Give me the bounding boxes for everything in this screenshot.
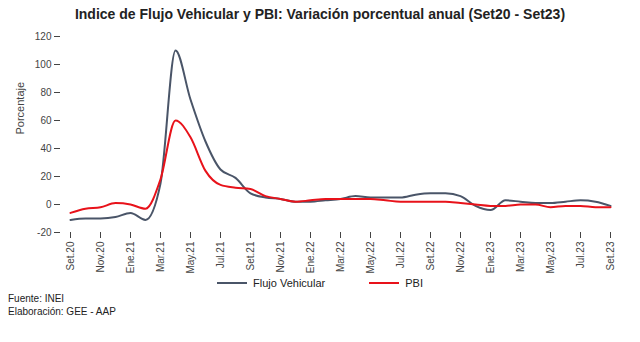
svg-text:May.23: May.23 [545,241,556,273]
svg-text:Nov.21: Nov.21 [275,241,286,272]
svg-text:Porcentaje: Porcentaje [14,82,26,135]
svg-text:Mar.23: Mar.23 [515,241,526,272]
svg-text:Set.22: Set.22 [425,241,436,270]
svg-text:120: 120 [35,31,52,42]
html-text:Elaboración: GEE - AAP: Elaboración: GEE - AAP [8,306,116,317]
svg-text:May.22: May.22 [365,241,376,273]
svg-text:Nov.20: Nov.20 [95,241,106,272]
svg-text:Jul.23: Jul.23 [575,241,586,268]
svg-text:Ene.22: Ene.22 [305,241,316,273]
svg-text:Ene.23: Ene.23 [485,241,496,273]
html-text:Flujo Vehicular: Flujo Vehicular [253,277,326,289]
svg-text:May.21: May.21 [185,241,196,273]
svg-text:-20: -20 [37,227,52,238]
svg-text:Mar.21: Mar.21 [155,241,166,272]
svg-text:100: 100 [35,59,52,70]
svg-text:Ene.21: Ene.21 [125,241,136,273]
svg-text:Jul.21: Jul.21 [215,241,226,268]
svg-text:40: 40 [40,143,52,154]
svg-text:Set.23: Set.23 [605,241,616,270]
svg-text:20: 20 [40,171,52,182]
html-text:Indice de Flujo Vehicular y PB: Indice de Flujo Vehicular y PBI: Variaci… [74,6,566,22]
svg-text:60: 60 [40,115,52,126]
svg-text:0: 0 [46,199,52,210]
html-text:Fuente: INEI: Fuente: INEI [8,293,65,304]
svg-text:80: 80 [40,87,52,98]
svg-text:Mar.22: Mar.22 [335,241,346,272]
svg-text:Jul.22: Jul.22 [395,241,406,268]
svg-text:Set.21: Set.21 [245,241,256,270]
svg-text:Nov.22: Nov.22 [455,241,466,272]
svg-text:Set.20: Set.20 [65,241,76,270]
html-text:PBI: PBI [405,277,423,289]
